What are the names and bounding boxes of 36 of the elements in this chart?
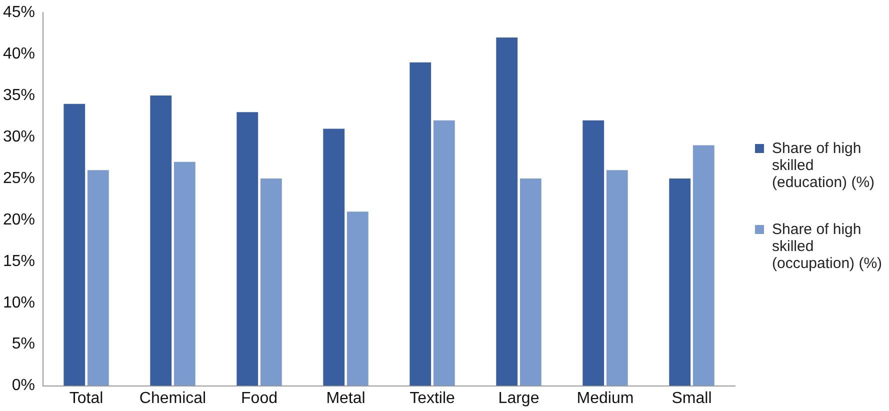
bar bbox=[669, 178, 691, 386]
legend-label: Share of high skilled (education) (%) bbox=[772, 140, 876, 190]
y-tick-label: 25% bbox=[2, 170, 36, 187]
x-tick-label: Metal bbox=[326, 390, 366, 407]
x-tick-label: Chemical bbox=[139, 390, 206, 407]
bar bbox=[410, 62, 432, 386]
bar bbox=[64, 104, 86, 386]
x-tick-label: Medium bbox=[576, 390, 634, 407]
bar bbox=[174, 162, 196, 386]
y-tick-label: 0% bbox=[12, 377, 36, 394]
y-tick-label: 10% bbox=[2, 294, 36, 312]
bar bbox=[87, 170, 109, 386]
y-tick-label: 20% bbox=[2, 211, 36, 228]
legend-label: Share of high skilled (occupation) (%) bbox=[772, 220, 884, 272]
y-tick-label: 15% bbox=[2, 252, 36, 270]
bar bbox=[692, 145, 714, 386]
y-tick-label: 40% bbox=[2, 45, 36, 62]
x-tick-label: Small bbox=[672, 390, 712, 407]
bar bbox=[323, 128, 345, 386]
x-tick-label: Large bbox=[498, 390, 540, 407]
bar bbox=[433, 120, 455, 386]
bar bbox=[520, 178, 542, 386]
bar bbox=[606, 170, 628, 386]
y-tick-label: 35% bbox=[2, 86, 36, 104]
y-tick-label: 30% bbox=[2, 128, 36, 146]
bar bbox=[150, 96, 172, 386]
bar bbox=[260, 178, 282, 386]
x-tick-label: Textile bbox=[410, 390, 456, 407]
x-tick-label: Food bbox=[241, 390, 278, 407]
bar bbox=[582, 120, 604, 386]
bar bbox=[236, 112, 258, 386]
y-tick-label: 45% bbox=[2, 4, 36, 22]
x-tick-label: Total bbox=[69, 390, 104, 407]
y-tick-label: 5% bbox=[12, 336, 36, 353]
bar bbox=[496, 37, 518, 386]
bar bbox=[346, 212, 368, 386]
